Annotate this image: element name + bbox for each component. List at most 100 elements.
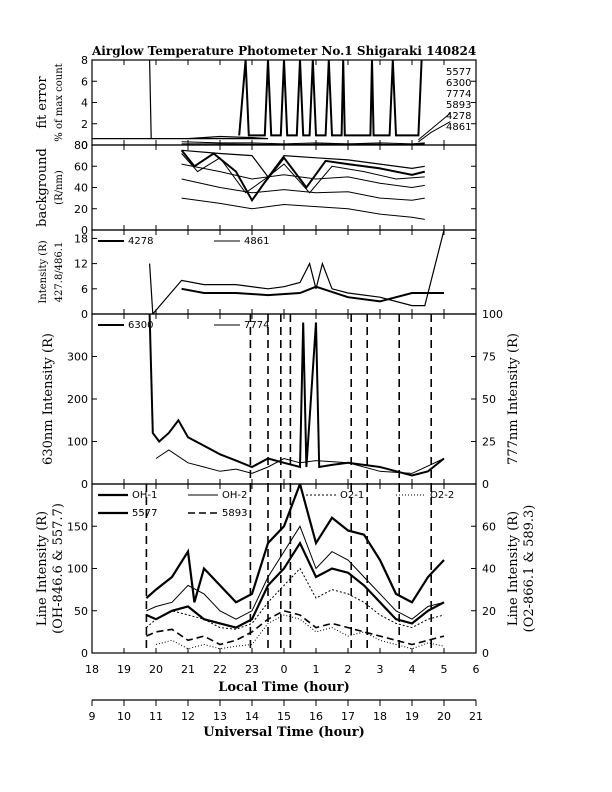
y-tick-label: 0	[81, 224, 88, 237]
series-line-series-2	[181, 141, 425, 145]
legend-label: O2-1	[340, 490, 364, 501]
x-tick-label-local: 1	[313, 663, 320, 676]
x-tick-label-local: 18	[85, 663, 99, 676]
legend-label: 4278	[446, 111, 471, 122]
y-tick-label: 20	[74, 203, 88, 216]
y-axis-label: 630nm Intensity (R)	[41, 333, 56, 465]
local-time-axis-label: Local Time (hour)	[218, 680, 350, 695]
y-tick-label: 12	[74, 258, 88, 271]
y-tick-label: 80	[74, 139, 88, 152]
x-tick-label-local: 2	[345, 663, 352, 676]
series-line-O2-1	[146, 567, 445, 630]
y-axis-label: fit error	[35, 76, 50, 129]
y-right-tick-label: 0	[482, 478, 489, 491]
series-line-O2-2	[155, 614, 445, 650]
x-tick-label-local: 20	[149, 663, 163, 676]
y-axis-label-2: 427.8/486.1	[54, 242, 65, 303]
legend-label: 4861	[446, 122, 471, 133]
x-tick-label-ut: 17	[341, 710, 355, 723]
x-tick-label-local: 5	[441, 663, 448, 676]
legend-label: O2-2	[430, 490, 454, 501]
x-tick-label-ut: 12	[181, 710, 195, 723]
y-tick-label: 150	[67, 520, 88, 533]
y-tick-label: 0	[81, 478, 88, 491]
y-tick-label: 18	[74, 232, 88, 245]
panel-intensity-427: 0 6 12 18 Intensity (R) 427.8/486.1 4278 4861	[38, 229, 477, 321]
series-line-4278	[149, 230, 445, 314]
series-line-5577	[145, 540, 445, 629]
y-axis-label-2: (OH-846.6 & 557.7)	[51, 503, 66, 634]
series-line-series-5	[418, 121, 451, 143]
y-right-tick-label: 25	[482, 436, 496, 449]
x-tick-label-ut: 11	[149, 710, 163, 723]
x-tick-label-ut: 16	[309, 710, 323, 723]
x-tick-label-local: 21	[181, 663, 195, 676]
legend-label: 7774	[244, 320, 269, 331]
y-right-tick-label: 0	[482, 647, 489, 660]
legend-label: 5577	[132, 508, 157, 519]
legend-label: 6300	[128, 320, 153, 331]
x-tick-label-local: 0	[281, 663, 288, 676]
panel-630-777: 0 100 200 300 0 25 50 75 100 630nm Intensity (R) 7…	[41, 308, 521, 491]
x-tick-label-local: 4	[409, 663, 416, 676]
y-right-tick-label: 100	[482, 308, 503, 321]
series-line-series-0	[92, 60, 269, 140]
x-tick-label-ut: 20	[437, 710, 451, 723]
series-line-4861	[181, 285, 444, 303]
x-tick-label-local: 23	[245, 663, 259, 676]
y-tick-label: 6	[81, 75, 88, 88]
panel-background: 0 20 40 60 80 background (R/nm)	[35, 139, 477, 237]
chart-title: Airglow Temperature Photometer No.1 Shig…	[91, 44, 476, 58]
y-tick-label: 0	[81, 308, 88, 321]
x-tick-label-ut: 14	[245, 710, 259, 723]
x-tick-label-ut: 10	[117, 710, 131, 723]
y-tick-label: 2	[81, 118, 88, 131]
y-tick-label: 0	[81, 139, 88, 152]
series-line-7774	[155, 449, 445, 474]
y-axis-label: Intensity (R)	[38, 240, 49, 303]
y-tick-label: 200	[67, 393, 88, 406]
y-axis-label-2: (R/nm)	[54, 170, 65, 205]
x-tick-label-ut: 21	[469, 710, 483, 723]
y-right-tick-label: 50	[482, 393, 496, 406]
y-tick-label: 4	[81, 97, 88, 110]
y-tick-label: 100	[67, 436, 88, 449]
legend-label: 6300	[446, 78, 471, 89]
y-tick-label: 8	[81, 54, 88, 67]
y-right-tick-label: 40	[482, 563, 496, 576]
y-right-tick-label: 20	[482, 605, 496, 618]
series-line-series-2	[181, 153, 425, 194]
y-right-tick-label: 60	[482, 520, 496, 533]
y-tick-label: 40	[74, 182, 88, 195]
x-tick-label-ut: 13	[213, 710, 227, 723]
y-right-axis-label-2: (O2-866.1 & 589.3)	[522, 505, 537, 633]
series-line-OH-1	[145, 484, 445, 604]
series-line-series-1	[180, 149, 426, 203]
legend-label: OH-2	[222, 490, 247, 501]
legend-label: OH-1	[132, 490, 157, 501]
legend-label: 5893	[446, 100, 471, 111]
legend-label: 4861	[244, 236, 269, 247]
series-line-series-1	[238, 60, 423, 137]
y-tick-label: 0	[81, 647, 88, 660]
series-line-5893	[146, 609, 445, 646]
universal-time-axis-label: Universal Time (hour)	[203, 725, 365, 740]
y-tick-label: 6	[81, 283, 88, 296]
series-line-OH-2	[146, 525, 445, 620]
x-tick-label-ut: 18	[373, 710, 387, 723]
x-tick-label-local: 19	[117, 663, 131, 676]
y-right-tick-label: 75	[482, 351, 496, 364]
y-axis-label-2: % of max count	[54, 63, 65, 141]
series-line-series-5	[181, 197, 425, 220]
series-line-series-4	[181, 178, 425, 201]
series-line-series-3	[181, 143, 425, 145]
legend-label: 5577	[446, 67, 471, 78]
series-line-series-0	[181, 149, 425, 178]
y-tick-label: 60	[74, 160, 88, 173]
x-tick-label-local: 3	[377, 663, 384, 676]
x-tick-label-ut: 19	[405, 710, 419, 723]
